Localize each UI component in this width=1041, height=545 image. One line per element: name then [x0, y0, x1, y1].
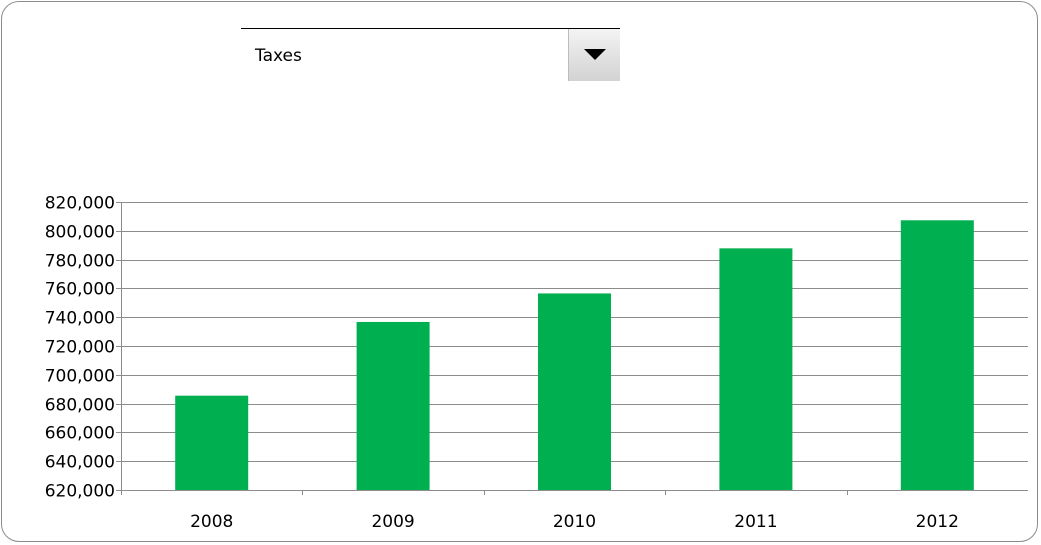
x-tick-label: 2011: [734, 512, 777, 532]
bars: [175, 220, 974, 490]
dropdown-selected-value[interactable]: Taxes: [255, 46, 302, 66]
y-tick-label: 700,000: [45, 367, 115, 387]
x-tick-label: 2010: [553, 512, 596, 532]
tick-labels: 620,000 640,000 660,000 680,000 700,000 720,0…: [45, 194, 959, 533]
triangle-down-icon: [584, 49, 606, 60]
bar-2011: [719, 248, 793, 490]
y-tick-label: 820,000: [45, 194, 115, 214]
x-tick-label: 2008: [190, 512, 233, 532]
bar-2008: [175, 395, 249, 490]
axes: [121, 202, 1028, 495]
y-tick-label: 780,000: [45, 252, 115, 272]
y-tick-label: 800,000: [45, 223, 115, 243]
y-tick-label: 760,000: [45, 280, 115, 300]
y-tick-label: 640,000: [45, 453, 115, 473]
dropdown-top-border: [241, 28, 620, 29]
x-tick-label: 2012: [916, 512, 959, 532]
y-tick-label: 660,000: [45, 424, 115, 444]
dropdown-toggle-button[interactable]: [568, 29, 620, 81]
bar-2012: [900, 220, 974, 490]
y-tick-label: 740,000: [45, 309, 115, 329]
x-tick-label: 2009: [371, 512, 414, 532]
bar-2009: [356, 321, 430, 490]
y-tick-label: 620,000: [45, 482, 115, 502]
category-dropdown[interactable]: Taxes: [241, 28, 620, 81]
bar-2010: [538, 293, 611, 490]
y-tick-label: 680,000: [45, 396, 115, 416]
y-tick-label: 720,000: [45, 338, 115, 358]
